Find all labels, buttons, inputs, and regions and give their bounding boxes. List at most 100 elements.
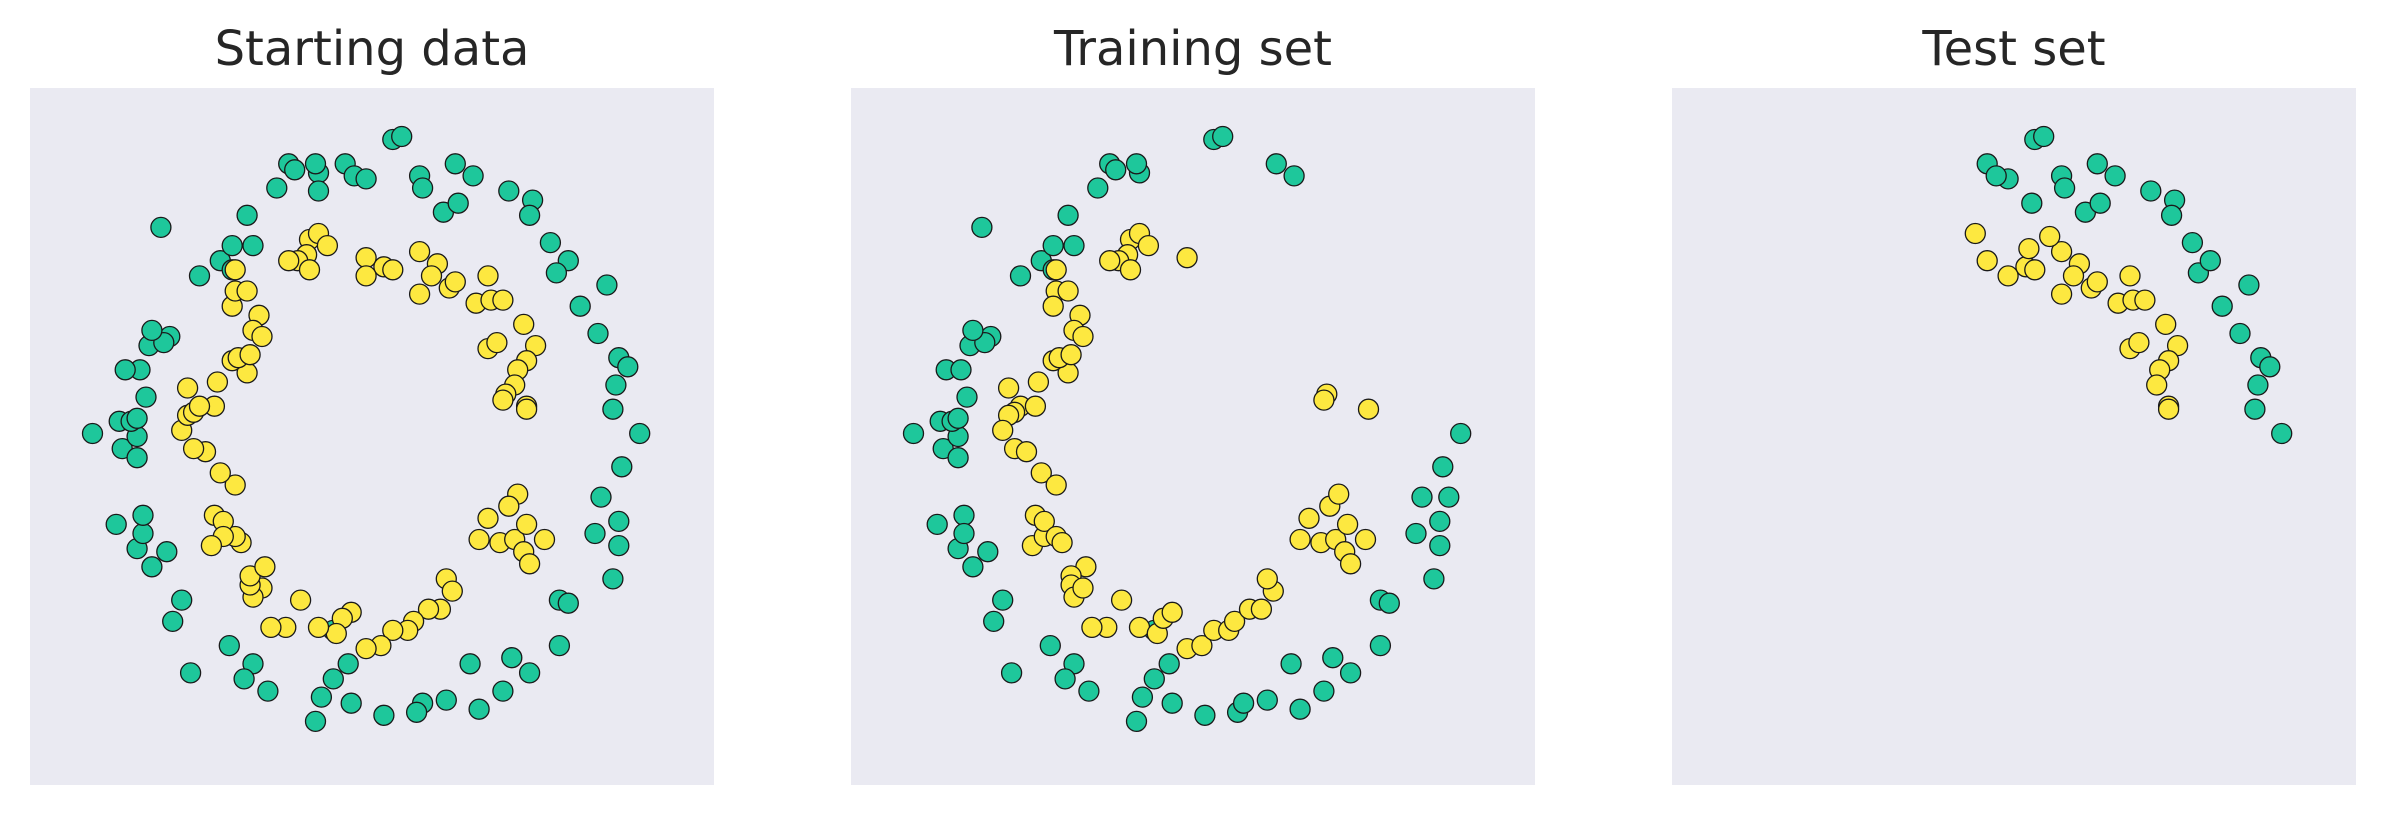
scatter-point-series-0-53 <box>1289 698 1311 720</box>
scatter-point-series-0-45 <box>218 634 240 657</box>
scatter-point-series-1-16 <box>2128 331 2150 354</box>
scatter-point-series-0-15 <box>605 374 627 396</box>
scatter-point-series-0-39 <box>1039 634 1061 657</box>
scatter-point-series-0-17 <box>629 422 651 445</box>
scatter-point-series-1-47 <box>1161 601 1183 623</box>
scatter-point-series-1-23 <box>2039 225 2061 248</box>
scatter-point-series-0-13 <box>1212 125 1234 148</box>
scatter-point-series-0-11 <box>2160 204 2183 226</box>
chart-title-test: Test set <box>1922 21 2106 77</box>
scatter-point-series-0-35 <box>962 556 984 578</box>
scatter-point-series-0-7 <box>1087 177 1109 199</box>
scatter-plot-test <box>1964 125 2293 445</box>
scatter-point-series-0-58 <box>1369 634 1392 657</box>
scatter-point-series-1-21 <box>513 313 535 336</box>
scatter-point-series-1-54 <box>307 616 330 639</box>
scatter-point-series-0-29 <box>902 422 925 445</box>
scatter-point-series-1-78 <box>176 377 199 399</box>
scatter-point-series-0-73 <box>242 234 264 257</box>
scatter-point-series-1-19 <box>2146 374 2168 396</box>
scatter-point-series-1-9 <box>382 259 404 281</box>
scatter-point-series-0-11 <box>1125 153 1148 175</box>
scatter-point-series-0-74 <box>236 204 258 226</box>
scatter-point-series-0-69 <box>188 265 211 287</box>
scatter-point-series-0-6 <box>1057 204 1079 226</box>
scatter-point-series-0-28 <box>492 680 514 702</box>
scatter-point-series-1-9 <box>2119 265 2141 287</box>
scatter-point-series-1-22 <box>2018 237 2040 260</box>
scatter-point-series-1-53 <box>325 622 347 645</box>
scatter-point-series-0-18 <box>956 386 978 408</box>
scatter-point-series-0-18 <box>2247 374 2269 396</box>
scatter-point-series-1-38 <box>515 513 538 536</box>
scatter-point-series-0-6 <box>518 204 541 226</box>
scatter-point-series-0-26 <box>548 634 571 657</box>
scatter-point-series-1-43 <box>441 580 463 602</box>
scatter-point-series-0-30 <box>459 653 481 675</box>
scatter-point-series-1-29 <box>1045 474 1067 496</box>
scatter-point-series-0-61 <box>1429 510 1451 533</box>
scatter-point-series-1-41 <box>533 528 556 551</box>
scatter-point-series-1-49 <box>1191 634 1213 657</box>
scatter-point-series-0-31 <box>953 504 975 526</box>
scatter-point-series-0-57 <box>1339 662 1362 684</box>
scatter-point-series-1-72 <box>182 437 205 460</box>
scatter-point-series-0-66 <box>1432 456 1454 478</box>
scatter-point-series-0-17 <box>950 359 972 381</box>
scatter-point-series-0-22 <box>608 534 630 557</box>
scatter-point-series-0-17 <box>2238 274 2260 296</box>
scatter-point-series-0-16 <box>2229 322 2251 345</box>
scatter-point-series-0-14 <box>617 356 639 378</box>
scatter-point-series-0-62 <box>1405 522 1427 545</box>
scatter-point-series-1-55 <box>289 589 312 611</box>
scatter-point-series-0-67 <box>1450 422 1472 445</box>
scatter-point-series-0-60 <box>1378 592 1400 614</box>
scatter-point-series-1-5 <box>298 259 321 281</box>
scatter-point-series-1-33 <box>1033 510 1055 533</box>
scatter-point-series-0-54 <box>132 504 154 526</box>
scatter-point-series-1-19 <box>1027 371 1050 393</box>
scatter-point-series-0-33 <box>977 541 999 563</box>
scatter-point-series-0-28 <box>947 407 969 429</box>
scatter-point-series-0-60 <box>126 407 148 429</box>
scatter-point-series-0-3 <box>462 165 484 187</box>
scatter-point-series-0-40 <box>310 686 333 708</box>
scatter-point-series-1-7 <box>1176 247 1198 269</box>
scatter-point-series-0-68 <box>141 319 163 342</box>
scatter-point-series-0-25 <box>947 447 969 469</box>
scatter-point-series-1-69 <box>1357 398 1380 420</box>
scatter-point-series-1-21 <box>2157 398 2180 420</box>
scatter-point-series-0-4 <box>498 180 520 202</box>
scatter-point-series-1-5 <box>2062 265 2085 287</box>
scatter-point-series-0-44 <box>1158 653 1180 675</box>
scatter-point-series-0-22 <box>962 319 984 342</box>
scatter-point-series-1-13 <box>2155 313 2177 336</box>
scatter-point-series-1-89 <box>224 259 246 281</box>
scatter-point-series-0-30 <box>926 513 948 536</box>
scatter-point-series-1-29 <box>492 389 514 411</box>
plot-area-starting <box>30 88 714 785</box>
scatter-point-series-0-14 <box>1265 153 1287 175</box>
scatter-point-series-0-87 <box>447 192 469 214</box>
scatter-point-series-0-64 <box>114 359 136 381</box>
scatter-point-series-1-15 <box>444 271 466 293</box>
scatter-point-series-0-2 <box>444 153 466 175</box>
scatter-point-series-1-6 <box>1099 250 1121 272</box>
scatter-point-series-0-55 <box>1313 680 1335 702</box>
scatter-point-series-1-16 <box>408 283 431 305</box>
scatter-point-series-1-25 <box>992 419 1014 442</box>
scatter-point-series-1-27 <box>1015 441 1038 463</box>
scatter-point-series-1-24 <box>486 331 508 354</box>
scatter-point-series-0-46 <box>1131 686 1154 708</box>
scatter-point-series-1-20 <box>492 289 514 311</box>
scatter-point-series-0-1 <box>2033 125 2055 148</box>
scatter-point-series-0-18 <box>611 456 633 478</box>
scatter-point-series-1-8 <box>1045 259 1067 281</box>
scatter-point-series-0-32 <box>468 698 490 720</box>
scatter-point-series-0-49 <box>162 610 184 633</box>
scatter-point-series-1-88 <box>236 280 258 302</box>
scatter-point-series-1-17 <box>477 265 499 287</box>
scatter-point-series-0-34 <box>405 701 428 723</box>
scatter-point-series-0-35 <box>373 704 395 726</box>
scatter-point-series-1-31 <box>515 398 538 420</box>
